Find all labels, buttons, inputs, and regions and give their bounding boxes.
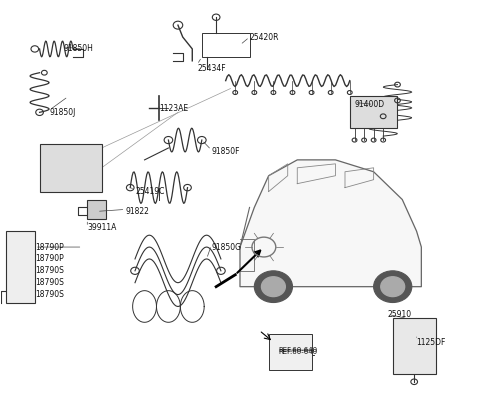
FancyBboxPatch shape <box>39 144 102 192</box>
Text: 18790S: 18790S <box>35 290 64 299</box>
FancyBboxPatch shape <box>87 200 107 219</box>
Text: 91850G: 91850G <box>211 243 241 251</box>
Circle shape <box>262 277 285 296</box>
Text: 1123AE: 1123AE <box>159 104 188 113</box>
Text: 18790S: 18790S <box>35 278 64 287</box>
Text: 91850H: 91850H <box>63 44 93 53</box>
Text: REF.60-640: REF.60-640 <box>278 349 317 355</box>
Text: 25419C: 25419C <box>135 187 164 196</box>
FancyBboxPatch shape <box>393 318 436 374</box>
Circle shape <box>381 277 405 296</box>
Polygon shape <box>240 160 421 286</box>
Text: 91822: 91822 <box>125 207 149 216</box>
Text: 91850J: 91850J <box>49 108 75 117</box>
FancyBboxPatch shape <box>350 97 397 128</box>
Text: 18790P: 18790P <box>35 255 63 263</box>
Text: 18790P: 18790P <box>35 243 63 251</box>
Text: 91850F: 91850F <box>211 148 240 156</box>
Text: 25910: 25910 <box>388 310 412 319</box>
Text: 91400D: 91400D <box>355 100 384 109</box>
Text: 1125DF: 1125DF <box>417 338 446 347</box>
FancyBboxPatch shape <box>269 334 312 370</box>
Circle shape <box>406 339 423 353</box>
Text: 25434F: 25434F <box>197 64 226 73</box>
FancyBboxPatch shape <box>6 231 35 302</box>
Circle shape <box>373 271 412 302</box>
Text: 18790S: 18790S <box>35 266 64 275</box>
Text: 25420R: 25420R <box>250 33 279 41</box>
Circle shape <box>254 271 292 302</box>
Text: REF.60-640: REF.60-640 <box>278 347 317 353</box>
Text: 39911A: 39911A <box>87 223 117 232</box>
